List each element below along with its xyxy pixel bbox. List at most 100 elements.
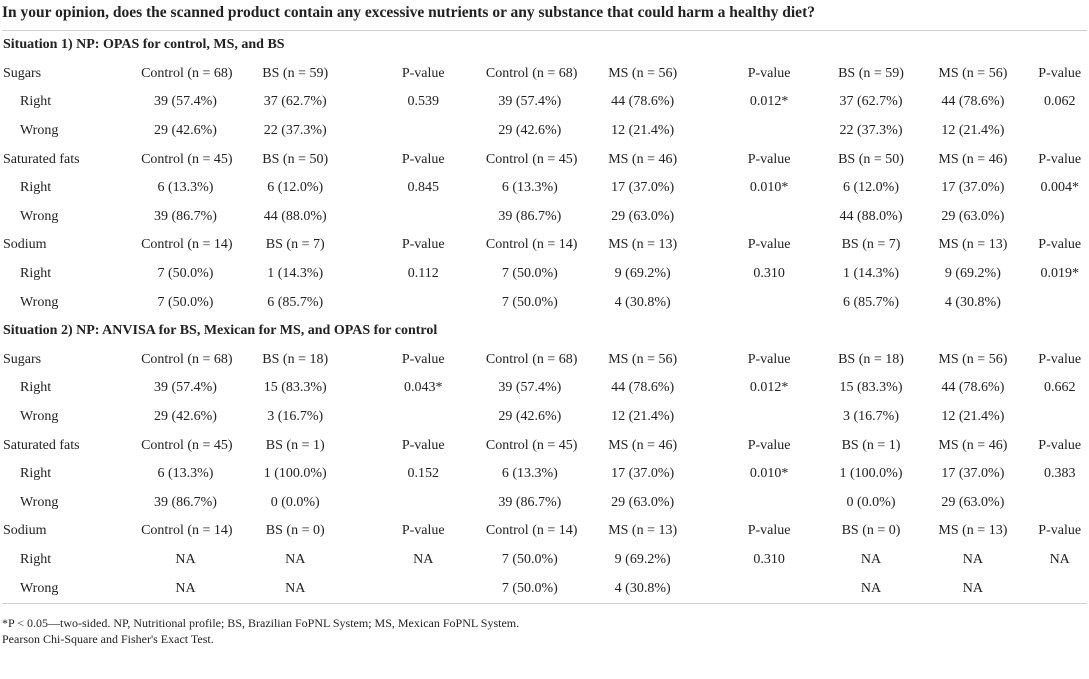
table-cell: 44 (78.6%) — [611, 380, 675, 396]
column-header: BS (n = 50) — [262, 151, 329, 167]
table-row: Wrong 7 (50.0%) 6 (85.7%) 7 (50.0%) 4 (30.8%… — [0, 288, 1089, 317]
column-header: P-value — [1038, 523, 1082, 539]
table-cell: 29 (42.6%) — [498, 123, 562, 139]
table-cell: NA — [962, 580, 984, 596]
table-cell: 0.012* — [749, 94, 789, 110]
table-cell — [712, 117, 827, 146]
table-cell: NA — [175, 580, 196, 596]
column-header: Control (n = 68) — [141, 351, 233, 367]
table-row: Wrong 39 (86.7%) 0 (0.0%) 39 (86.7%) 29 (63.… — [0, 489, 1089, 518]
nutrient-label: Saturated fats — [3, 151, 80, 167]
table-cell: 6 (13.3%) — [501, 180, 558, 196]
table-cell: NA — [962, 551, 984, 567]
table-cell: 0.112 — [407, 266, 439, 282]
column-header: BS (n = 59) — [262, 65, 329, 81]
column-header: BS (n = 7) — [265, 237, 325, 253]
table-cell — [361, 489, 486, 518]
table-cell — [1030, 288, 1089, 317]
table-row: Right 7 (50.0%) 1 (14.3%) 0.112 7 (50.0%) 9 (… — [0, 260, 1089, 289]
table-cell: 12 (21.4%) — [941, 123, 1005, 139]
row-label: Wrong — [20, 494, 59, 510]
group-header-row: Sugars Control (n = 68) BS (n = 59) P-value… — [0, 60, 1089, 89]
column-header: P-value — [1038, 65, 1082, 81]
table-cell: 7 (50.0%) — [157, 294, 214, 310]
table-cell: 1 (14.3%) — [843, 266, 899, 282]
column-header: BS (n = 18) — [262, 351, 329, 367]
table-cell: 3 (16.7%) — [267, 409, 324, 425]
table-cell: NA — [285, 580, 306, 596]
table-cell — [361, 288, 486, 317]
column-header: P-value — [401, 437, 445, 453]
column-header: P-value — [747, 437, 791, 453]
column-header: BS (n = 18) — [838, 351, 904, 367]
table-cell: 9 (69.2%) — [614, 551, 671, 567]
table-cell: 12 (21.4%) — [941, 409, 1005, 425]
table-cell: 29 (63.0%) — [941, 494, 1005, 510]
column-header: BS (n = 0) — [841, 523, 901, 539]
section-heading-row: Situation 1) NP: OPAS for control, MS, a… — [0, 31, 1089, 60]
table-row: Right 6 (13.3%) 6 (12.0%) 0.845 6 (13.3%) 17 … — [0, 174, 1089, 203]
table-cell — [361, 574, 486, 603]
row-label: Wrong — [20, 208, 59, 224]
table-cell: 9 (69.2%) — [614, 266, 671, 282]
column-header: Control (n = 14) — [485, 237, 578, 253]
table-cell: 37 (62.7%) — [839, 94, 903, 110]
column-header: Control (n = 68) — [141, 65, 233, 81]
section-heading: Situation 2) NP: ANVISA for BS, Mexican … — [3, 323, 438, 339]
table-cell: 6 (85.7%) — [267, 294, 324, 310]
table-cell: 1 (14.3%) — [267, 266, 324, 282]
table-cell: 29 (63.0%) — [941, 208, 1005, 224]
footer-rule — [2, 602, 1087, 604]
table-cell: 15 (83.3%) — [839, 380, 903, 396]
group-header-row: Sugars Control (n = 68) BS (n = 18) P-value… — [0, 346, 1089, 375]
table-cell: 29 (42.6%) — [153, 123, 217, 139]
table-cell: 39 (57.4%) — [498, 94, 562, 110]
column-header: BS (n = 59) — [838, 65, 904, 81]
table-row: Right 39 (57.4%) 37 (62.7%) 0.539 39 (57.4%)… — [0, 88, 1089, 117]
table-cell: 0.062 — [1043, 94, 1076, 110]
nutrient-label: Sodium — [3, 523, 47, 539]
column-header: Control (n = 14) — [485, 523, 578, 539]
column-header: BS (n = 1) — [265, 437, 325, 453]
table-cell: 39 (86.7%) — [153, 494, 217, 510]
table-cell: 6 (12.0%) — [267, 180, 324, 196]
column-header: MS (n = 13) — [938, 237, 1008, 253]
table-cell: 44 (78.6%) — [941, 94, 1005, 110]
table-row: Wrong 29 (42.6%) 22 (37.3%) 29 (42.6%) 12 (2… — [0, 117, 1089, 146]
table-cell: 39 (86.7%) — [153, 208, 217, 224]
table-cell: 17 (37.0%) — [941, 180, 1005, 196]
column-header: Control (n = 45) — [141, 151, 233, 167]
column-header: P-value — [747, 237, 791, 253]
table-cell: 7 (50.0%) — [501, 551, 558, 567]
table-cell: 44 (78.6%) — [941, 380, 1005, 396]
table-cell: 22 (37.3%) — [263, 123, 327, 139]
table-cell: 0.310 — [753, 266, 785, 282]
column-header: Control (n = 68) — [485, 65, 578, 81]
table-cell: 39 (86.7%) — [498, 208, 562, 224]
row-label: Wrong — [20, 294, 59, 310]
table-cell: 12 (21.4%) — [611, 409, 675, 425]
table-cell: 17 (37.0%) — [611, 466, 675, 482]
table-cell: 0.010* — [749, 180, 789, 196]
table-cell — [361, 117, 486, 146]
table-cell: NA — [413, 551, 434, 567]
row-label: Right — [20, 466, 52, 482]
column-header: P-value — [1038, 151, 1082, 167]
footnotes: *P < 0.05—two-sided. NP, Nutritional pro… — [0, 604, 1089, 649]
row-label: Right — [20, 380, 52, 396]
row-label: Wrong — [20, 123, 59, 139]
table-cell: 7 (50.0%) — [157, 266, 214, 282]
table-cell: 6 (12.0%) — [843, 180, 899, 196]
row-label: Right — [20, 551, 52, 567]
group-header-row: Sodium Control (n = 14) BS (n = 7) P-value C… — [0, 231, 1089, 260]
column-header: BS (n = 1) — [841, 437, 901, 453]
table-cell: NA — [860, 580, 882, 596]
table-cell — [1030, 203, 1089, 232]
table-cell: 29 (42.6%) — [153, 409, 217, 425]
table-cell: 39 (57.4%) — [153, 380, 217, 396]
nutrient-label: Sugars — [3, 65, 42, 81]
table-row: Right NA NA NA 7 (50.0%) 9 (69.2%) 0.310 NA NA NA — [0, 546, 1089, 575]
table-cell: NA — [285, 551, 306, 567]
column-header: Control (n = 45) — [141, 437, 233, 453]
table-cell: 39 (57.4%) — [153, 94, 217, 110]
